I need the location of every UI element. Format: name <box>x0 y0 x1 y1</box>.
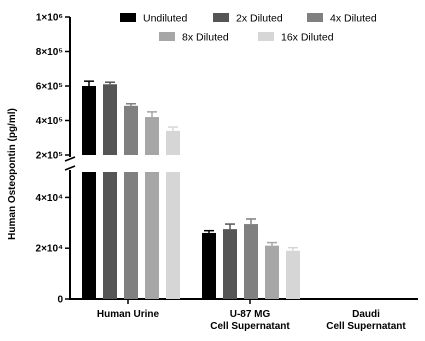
legend-swatch <box>159 32 175 41</box>
y-axis-break-mark-lower <box>64 165 76 171</box>
y-axis-break-mark-upper <box>64 156 76 162</box>
legend: Undiluted 2x Diluted 4x Diluted 8x Diluted 1… <box>120 13 377 44</box>
x-category-label: U-87 MG <box>230 309 271 320</box>
legend-label: 16x Diluted <box>281 32 334 44</box>
y-upper-tick-label: 2×10⁵ <box>36 151 64 162</box>
y-upper-tick-label: 4×10⁵ <box>36 116 64 127</box>
y-lower-tick-label: 2×10⁴ <box>36 244 64 255</box>
legend-swatch <box>213 13 229 22</box>
bar <box>145 117 159 155</box>
bars-layer <box>82 80 300 299</box>
bar <box>103 84 117 155</box>
legend-label: Undiluted <box>143 13 188 25</box>
y-upper-tick-label: 8×10⁵ <box>36 47 64 58</box>
bar <box>82 86 96 155</box>
y-axis-title: Human Osteopontin (pg/ml) <box>7 108 18 240</box>
bar-lower-segment <box>103 172 117 299</box>
legend-label: 4x Diluted <box>330 13 377 25</box>
bar <box>244 224 258 299</box>
legend-label: 2x Diluted <box>236 13 283 25</box>
bar-lower-segment <box>124 172 138 299</box>
x-category-label: Cell Supernatant <box>326 321 406 332</box>
bar-lower-segment <box>166 172 180 299</box>
x-category-label: Cell Supernatant <box>210 321 290 332</box>
bar-lower-segment <box>82 172 96 299</box>
legend-swatch <box>120 13 136 22</box>
bar-lower-segment <box>145 172 159 299</box>
x-category-label: Human Urine <box>97 309 160 320</box>
legend-swatch <box>258 32 274 41</box>
bar <box>265 245 279 299</box>
bar <box>202 232 216 299</box>
legend-label: 8x Diluted <box>182 32 229 44</box>
y-lower-tick-label: 0 <box>57 295 63 306</box>
bar <box>286 250 300 299</box>
legend-swatch <box>307 13 323 22</box>
y-upper-tick-label: 6×10⁵ <box>36 82 64 93</box>
y-lower-tick-label: 4×10⁴ <box>36 193 64 204</box>
x-category-label: Daudi <box>352 309 380 320</box>
bar <box>124 105 138 155</box>
bar <box>223 229 237 299</box>
y-upper-tick-label: 1×10⁶ <box>36 13 63 24</box>
bar <box>166 130 180 155</box>
